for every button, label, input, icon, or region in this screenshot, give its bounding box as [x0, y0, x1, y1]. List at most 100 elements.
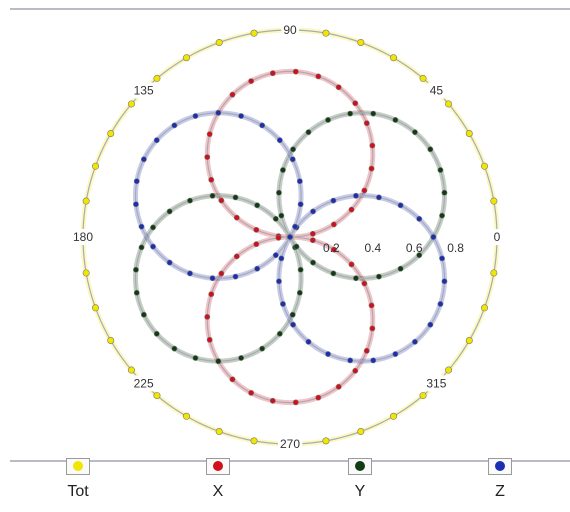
series-point-z: [133, 201, 139, 208]
series-point-tot: [183, 412, 191, 420]
series-point-tot: [153, 392, 161, 400]
series-point-z: [437, 301, 444, 307]
series-point-tot: [250, 437, 258, 445]
series-point-y: [290, 146, 296, 153]
series-point-tot: [127, 366, 135, 374]
series-point-tot: [490, 197, 498, 205]
series-point-z: [290, 321, 296, 328]
legend: Tot X Y Z: [0, 458, 570, 512]
series-point-z: [296, 178, 303, 185]
legend-marker-z: [495, 461, 505, 471]
series-point-x: [233, 214, 240, 221]
series-point-tot: [465, 130, 473, 138]
series-point-x: [335, 84, 342, 91]
series-point-z: [353, 192, 359, 199]
series-point-z: [138, 223, 145, 230]
series-point-y: [272, 215, 279, 222]
angle-tick-label: 315: [426, 376, 446, 390]
series-point-y: [397, 265, 404, 272]
series-point-y: [370, 110, 377, 117]
series-point-y: [280, 167, 286, 173]
series-point-z: [330, 197, 337, 204]
series-point-x: [315, 73, 322, 80]
series-point-z: [441, 278, 448, 285]
series-point-tot: [215, 428, 223, 436]
series-point-z: [192, 113, 199, 119]
series-point-z: [150, 243, 156, 250]
series-point-z: [292, 223, 298, 230]
series-point-x: [218, 270, 225, 277]
series-point-z: [140, 156, 147, 163]
series-point-z: [166, 259, 173, 266]
series-point-x: [269, 397, 276, 404]
series-point-y: [439, 212, 445, 219]
series-point-x: [363, 347, 370, 354]
legend-swatch-y: [348, 458, 372, 475]
series-point-y: [392, 117, 399, 123]
series-point-x: [248, 78, 255, 84]
series-point-z: [215, 109, 222, 116]
series-point-tot: [389, 412, 397, 420]
legend-label-y: Y: [354, 483, 366, 500]
series-point-y: [209, 192, 216, 199]
series-point-z: [427, 321, 434, 328]
series-point-y: [133, 266, 139, 273]
angle-tick-label: 135: [134, 84, 154, 98]
series-point-y: [133, 289, 140, 296]
series-point-tot: [107, 130, 115, 138]
legend-swatch-tot: [66, 458, 90, 475]
series-point-x: [208, 291, 215, 298]
angle-tick-backing: [281, 22, 299, 38]
angle-tick-backing: [491, 229, 503, 245]
radial-tick-label: 0.2: [323, 241, 340, 255]
series-point-y: [305, 129, 312, 136]
series-point-tot: [419, 392, 427, 400]
series-point-y: [310, 259, 316, 266]
legend-label-x: X: [212, 483, 224, 500]
series-point-y: [276, 189, 282, 196]
series-point-x: [330, 246, 337, 253]
series-point-y: [427, 146, 434, 153]
series-point-z: [254, 265, 261, 272]
legend-label-z: Z: [495, 483, 505, 500]
series-point-tot: [153, 74, 161, 82]
series-point-z: [347, 357, 354, 364]
angle-tick-backing: [427, 82, 446, 99]
series-point-y: [278, 212, 285, 219]
series-point-tot: [82, 197, 90, 205]
series-point-z: [238, 113, 245, 119]
series-point-tot: [481, 162, 489, 170]
legend-swatch-x: [206, 458, 230, 475]
series-point-tot: [357, 428, 365, 436]
series-point-z: [297, 201, 304, 208]
series-point-y: [296, 289, 303, 296]
legend-divider: [10, 460, 570, 462]
legend-item-y: Y: [330, 458, 390, 501]
series-point-z: [153, 137, 160, 144]
series-point-x: [233, 253, 240, 260]
legend-item-x: X: [188, 458, 248, 501]
series-point-z: [278, 255, 285, 262]
series-point-z: [187, 270, 193, 277]
series-point-y: [297, 266, 304, 273]
series-point-y: [254, 202, 261, 209]
series-point-x: [315, 394, 322, 401]
series-point-z: [416, 215, 423, 222]
series-point-x: [206, 131, 213, 138]
series-point-y: [150, 224, 156, 231]
legend-swatch-z: [488, 458, 512, 475]
legend-marker-tot: [73, 461, 83, 471]
series-point-x: [348, 261, 355, 268]
series-point-z: [276, 137, 283, 144]
series-point-z: [430, 234, 437, 240]
legend-marker-x: [213, 461, 223, 471]
series-point-y: [187, 197, 193, 204]
radial-tick-label: 0.4: [364, 241, 381, 255]
series-point-x: [248, 390, 255, 396]
series-point-y: [192, 355, 199, 361]
legend-item-z: Z: [470, 458, 530, 501]
series-point-x: [204, 314, 211, 320]
angle-tick-backing: [277, 436, 303, 452]
series-point-x: [229, 376, 236, 383]
series-point-z: [171, 122, 178, 129]
